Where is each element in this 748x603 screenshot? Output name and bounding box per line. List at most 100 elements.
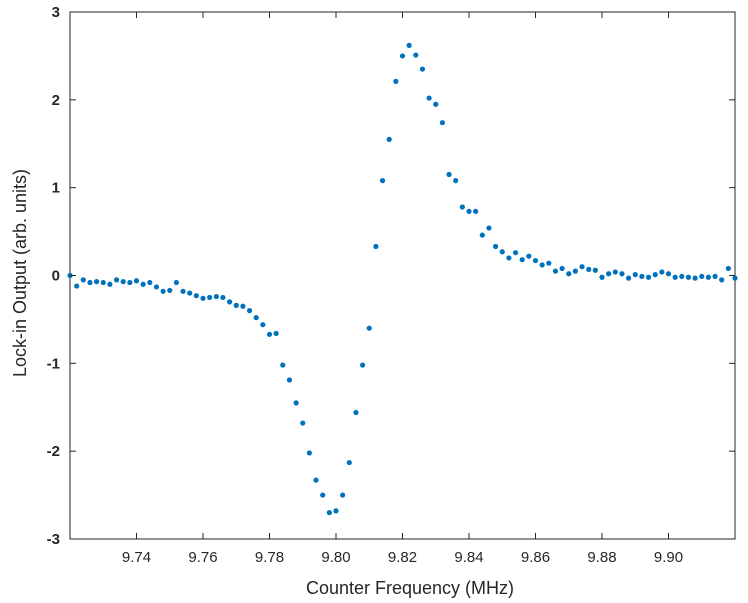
- data-point: [612, 269, 618, 275]
- data-point: [233, 302, 239, 308]
- data-point: [253, 315, 259, 321]
- data-point: [346, 459, 352, 466]
- data-point: [665, 271, 672, 277]
- y-tick-label: 3: [52, 4, 60, 21]
- y-axis-title: Lock-in Output (arb. units): [10, 169, 30, 377]
- data-point: [459, 204, 465, 210]
- data-point: [473, 208, 479, 214]
- data-point: [572, 268, 579, 274]
- data-point: [479, 232, 485, 238]
- x-tick-label: 9.78: [255, 549, 284, 566]
- data-point: [94, 279, 100, 285]
- data-point: [559, 265, 565, 272]
- data-point: [493, 243, 499, 250]
- data-point: [659, 269, 665, 275]
- data-point: [240, 303, 246, 309]
- data-point: [632, 272, 638, 278]
- data-point: [360, 362, 366, 368]
- data-point: [313, 477, 319, 483]
- data-point: [433, 101, 439, 107]
- x-tick-label: 9.84: [454, 549, 483, 566]
- data-point: [486, 225, 492, 231]
- data-point: [87, 279, 93, 286]
- data-point: [732, 275, 738, 281]
- data-point: [399, 53, 406, 59]
- data-point: [586, 266, 592, 272]
- data-point: [546, 260, 552, 266]
- data-point: [80, 277, 86, 283]
- data-points: [67, 42, 738, 516]
- y-axis-ticks: -3 -2 -1 0 1 2 3: [47, 4, 735, 548]
- y-tick-label: -3: [47, 531, 60, 548]
- data-point: [366, 325, 372, 331]
- data-point: [373, 243, 379, 250]
- data-point: [153, 284, 160, 290]
- data-point: [260, 322, 266, 328]
- x-tick-label: 9.82: [388, 549, 417, 566]
- data-point: [266, 331, 273, 337]
- data-point: [506, 255, 512, 261]
- data-point: [539, 262, 545, 268]
- data-point: [599, 274, 605, 280]
- data-point: [685, 274, 692, 280]
- data-point: [333, 508, 339, 514]
- data-point: [712, 273, 718, 279]
- data-point: [74, 283, 80, 289]
- data-point: [719, 277, 725, 283]
- data-point: [293, 400, 299, 406]
- data-point: [439, 120, 445, 126]
- x-tick-label: 9.76: [188, 549, 217, 566]
- data-point: [393, 78, 399, 84]
- x-axis-title: Counter Frequency (MHz): [306, 578, 514, 598]
- data-point: [626, 275, 632, 281]
- data-point: [306, 450, 312, 456]
- y-tick-label: 2: [52, 92, 60, 109]
- data-point: [592, 267, 598, 273]
- data-point: [639, 273, 645, 279]
- data-point: [353, 409, 359, 416]
- data-point: [200, 295, 206, 301]
- data-point: [519, 257, 525, 263]
- data-point: [526, 253, 532, 259]
- x-tick-label: 9.90: [654, 549, 683, 566]
- data-point: [606, 271, 612, 277]
- data-point: [466, 208, 472, 214]
- y-tick-label: 1: [52, 180, 60, 197]
- data-point: [246, 308, 253, 314]
- data-point: [652, 272, 658, 278]
- data-point: [499, 249, 505, 255]
- data-point: [133, 278, 140, 284]
- data-point: [193, 293, 199, 299]
- data-point: [160, 288, 166, 294]
- data-point: [725, 265, 731, 272]
- data-point: [699, 273, 705, 279]
- x-tick-label: 9.74: [122, 549, 151, 566]
- x-tick-label: 9.86: [521, 549, 550, 566]
- data-point: [280, 362, 286, 368]
- data-point: [220, 294, 226, 301]
- y-tick-label: 0: [52, 268, 60, 285]
- y-tick-label: -1: [47, 355, 60, 372]
- data-point: [406, 42, 412, 48]
- x-axis-ticks: 9.74 9.76 9.78 9.80 9.82 9.84 9.86 9.88 9.90: [122, 12, 683, 566]
- data-point: [413, 52, 419, 58]
- data-point: [326, 510, 332, 516]
- data-point: [300, 420, 306, 426]
- data-point: [273, 330, 279, 337]
- data-point: [180, 288, 186, 294]
- x-tick-label: 9.80: [321, 549, 350, 566]
- data-point: [679, 273, 685, 279]
- data-point: [672, 274, 678, 280]
- y-tick-label: -2: [47, 443, 60, 460]
- data-point: [320, 492, 326, 498]
- x-tick-label: 9.88: [587, 549, 616, 566]
- data-point: [100, 279, 106, 286]
- data-point: [705, 274, 712, 280]
- data-point: [512, 250, 519, 256]
- data-point: [107, 281, 113, 287]
- data-point: [227, 299, 233, 305]
- data-point: [127, 279, 133, 286]
- data-point: [187, 290, 193, 296]
- data-point: [552, 268, 559, 274]
